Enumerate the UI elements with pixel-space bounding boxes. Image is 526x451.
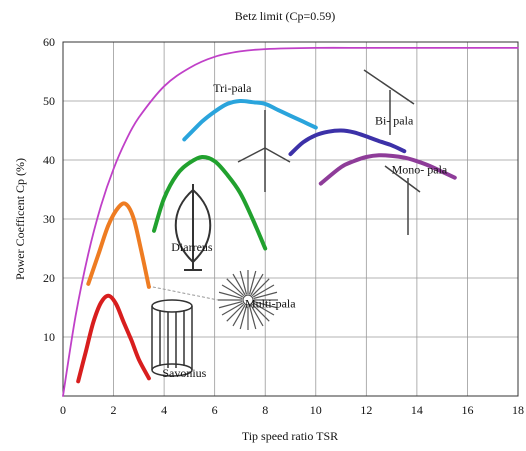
x-tick-label: 0 — [60, 403, 66, 417]
x-tick-label: 12 — [360, 403, 372, 417]
x-tick-label: 10 — [310, 403, 322, 417]
fan-blade — [248, 270, 257, 295]
annotation-label: Multi-pala — [245, 297, 296, 311]
fan-blade — [248, 305, 257, 330]
fan-blade — [250, 273, 264, 296]
x-tick-label: 4 — [161, 403, 167, 417]
mono-pala-turbine-icon — [384, 165, 421, 235]
x-tick-label: 8 — [262, 403, 268, 417]
x-axis-label: Tip speed ratio TSR — [242, 429, 338, 443]
fan-hub — [242, 294, 254, 306]
multi-pala-turbine-icon — [218, 270, 278, 330]
fan-blade — [232, 273, 246, 296]
series-line-savonius — [76, 293, 151, 384]
series-line-diarreus — [152, 154, 268, 251]
annotation-label: Tri-pala — [213, 81, 252, 95]
fan-blade — [239, 270, 248, 295]
y-tick-label: 40 — [43, 153, 55, 167]
series-line-betz-limit-cp-0-59 — [62, 46, 519, 397]
fan-blade — [252, 302, 275, 316]
x-tick-label: 2 — [111, 403, 117, 417]
savonius-turbine-icon — [151, 299, 193, 377]
y-tick-label: 20 — [43, 271, 55, 285]
fan-blade — [253, 291, 278, 300]
annotations: Tri-pala Bi- pala Mono- pala Diarreus Multi-… — [162, 81, 448, 380]
fan-blade — [218, 300, 243, 309]
fan-blade — [251, 303, 270, 322]
y-tick-label: 10 — [43, 330, 55, 344]
series-line-bi-pala — [288, 128, 407, 157]
annotation-label: Savonius — [162, 366, 206, 380]
x-axis-ticks: 0 2 4 6 8 10 12 14 16 18 — [60, 403, 524, 417]
fan-blade — [253, 300, 278, 309]
darrieus-turbine-icon — [174, 184, 212, 271]
annotation-label: Diarreus — [171, 240, 213, 254]
fan-blade — [239, 305, 248, 330]
tri-pala-turbine-icon — [237, 110, 291, 192]
fan-blade — [252, 284, 275, 298]
fan-blade — [251, 278, 270, 297]
fan-blade — [221, 284, 244, 298]
fan-blade — [226, 303, 245, 322]
fan-blade — [226, 278, 245, 297]
bi-pala-turbine-icon — [363, 69, 415, 135]
fan-blade — [232, 304, 246, 327]
y-tick-label: 50 — [43, 94, 55, 108]
fan-blade — [221, 302, 244, 316]
series-layer — [62, 46, 519, 397]
y-tick-label: 30 — [43, 212, 55, 226]
annotation-label: Bi- pala — [375, 114, 414, 128]
fan-blade — [250, 304, 264, 327]
fan-blade — [218, 291, 243, 300]
grid — [63, 42, 518, 396]
y-axis-label: Power Coefficent Cp (%) — [13, 158, 27, 280]
series-line-multi-pala — [86, 201, 151, 289]
series-line-mono-pala — [318, 153, 457, 186]
y-axis-ticks: 10 20 30 40 50 60 — [43, 35, 55, 344]
annotation-label: Mono- pala — [392, 163, 448, 177]
x-tick-label: 6 — [212, 403, 218, 417]
x-tick-label: 18 — [512, 403, 524, 417]
series-line-tri-pala — [182, 98, 318, 142]
x-tick-label: 14 — [411, 403, 423, 417]
multi-pala-leader-line — [147, 285, 219, 301]
x-tick-label: 16 — [461, 403, 473, 417]
plot-frame — [62, 41, 519, 397]
chart-title: Betz limit (Cp=0.59) — [235, 9, 335, 23]
y-tick-label: 60 — [43, 35, 55, 49]
